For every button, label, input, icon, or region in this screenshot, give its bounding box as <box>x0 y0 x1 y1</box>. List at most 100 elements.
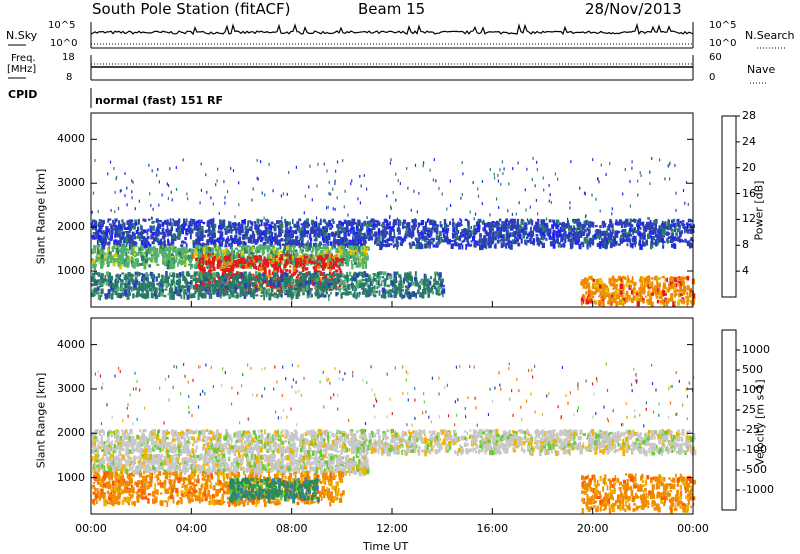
power-echo-band-upper <box>679 220 682 224</box>
power-echo-band-low <box>375 279 379 286</box>
power-echo-band-low-strong <box>294 268 297 272</box>
power-echo-band-mid <box>244 248 246 254</box>
power-echo-band-low-strong <box>208 275 211 282</box>
power-echo-band-upper <box>541 226 546 232</box>
power-echo-band-upper <box>399 219 402 226</box>
power-echo-band-upper <box>125 242 128 248</box>
power-echo-band-upper <box>478 221 481 226</box>
power-echo-band-low-strong <box>265 274 269 280</box>
power-echo-band-upper <box>653 229 657 235</box>
power-echo-band-mid <box>270 250 274 255</box>
power-echo-band-upper <box>233 239 236 245</box>
power-echo-band-upper <box>456 242 460 246</box>
power-echo-band-upper <box>403 225 407 229</box>
power-echo-band-upper <box>529 237 532 242</box>
power-echo-band-upper <box>641 233 644 239</box>
power-echo-band-upper <box>467 224 470 231</box>
power-echo-band-mid <box>159 245 163 249</box>
power-echo-band-upper <box>196 226 199 232</box>
power-echo-band-upper <box>538 242 540 247</box>
power-echo-band-low-strong <box>225 267 229 273</box>
power-echo-band-low <box>151 274 155 279</box>
power-echo-band-low <box>94 283 98 286</box>
power-echo-band-upper <box>147 228 150 232</box>
power-echo-band-low <box>393 294 397 298</box>
power-echo-band-low <box>272 282 276 287</box>
power-echo-band-low <box>176 292 179 296</box>
power-echo-band-upper <box>388 232 392 235</box>
power-echo-band-mid <box>161 250 164 255</box>
power-echo-band-upper <box>379 244 383 251</box>
power-echo-band-low-strong <box>284 253 289 257</box>
power-echo-band-upper <box>137 234 141 238</box>
power-echo-band-upper <box>628 227 632 233</box>
power-echo-band-low <box>115 284 119 289</box>
power-noise-point <box>611 207 613 211</box>
power-echo-band-upper <box>563 228 566 234</box>
power-echo-band-upper <box>165 229 167 233</box>
power-echo-band-low-strong <box>209 261 213 265</box>
power-echo-band-mid <box>134 258 138 262</box>
power-echo-band-upper <box>415 244 419 250</box>
power-echo-band-upper <box>467 241 469 247</box>
power-echo-band-low <box>169 290 172 294</box>
power-echo-band-low <box>298 283 302 287</box>
power-echo-band-upper <box>313 231 317 238</box>
power-echo-band-upper <box>185 243 188 249</box>
power-noise-point <box>508 182 510 186</box>
power-echo-band-upper <box>592 235 594 241</box>
power-echo-band-upper <box>331 218 335 222</box>
power-noise-point <box>171 198 173 202</box>
power-echo-band-mid <box>335 247 338 254</box>
power-echo-band-upper <box>139 224 142 231</box>
power-echo-band-low <box>413 276 418 282</box>
power-echo-band-upper <box>586 243 589 250</box>
power-noise-point <box>511 212 513 216</box>
power-echo-band-mid <box>117 260 121 266</box>
power-echo-band-upper <box>653 242 656 245</box>
power-echo-band-upper <box>433 227 436 233</box>
power-echo-band-upper <box>605 240 608 246</box>
power-echo-band-low <box>182 275 186 282</box>
power-echo-band-upper <box>657 229 660 235</box>
power-echo-band-upper <box>112 219 114 223</box>
power-echo-band-mid <box>347 251 350 257</box>
power-echo-band-upper <box>474 240 477 244</box>
power-noise-point <box>536 168 538 172</box>
power-echo-band-upper <box>97 223 101 227</box>
power-echo-band-upper <box>161 221 165 227</box>
power-echo-band-low <box>195 290 199 292</box>
power-echo-band-mid <box>171 259 174 264</box>
power-echo-band-low <box>391 288 394 293</box>
power-echo-band-upper <box>460 231 463 236</box>
power-echo-band-upper <box>602 242 604 248</box>
power-echo-band-upper <box>682 224 684 229</box>
power-echo-band-upper <box>629 218 633 223</box>
power-echo-band-upper <box>638 222 641 227</box>
power-echo-band-low-strong <box>222 268 226 274</box>
power-echo-band-upper <box>567 222 570 229</box>
power-echo-band-upper <box>210 229 214 234</box>
power-echo-band-upper <box>246 236 250 239</box>
power-echo-band-low-strong <box>201 257 205 260</box>
power-noise-point <box>110 208 112 212</box>
power-echo-band-upper <box>295 237 298 241</box>
power-echo-band-mid <box>297 262 301 268</box>
power-echo-band-upper <box>281 223 284 229</box>
power-echo-band-upper <box>366 233 369 239</box>
power-echo-band-upper <box>494 232 497 237</box>
power-echo-band-low <box>104 293 108 300</box>
power-echo-band-low <box>134 274 138 278</box>
power-echo-band-upper <box>501 226 506 230</box>
power-echo-band-low <box>116 273 119 278</box>
power-echo-band-upper <box>488 236 490 243</box>
power-echo-band-upper <box>496 224 499 230</box>
power-echo-band-upper <box>568 225 572 231</box>
power-echo-band-upper <box>579 244 582 250</box>
power-echo-band-mid <box>292 250 295 253</box>
power-echo-band-mid <box>299 250 302 253</box>
power-echo-band-low-strong <box>336 264 339 268</box>
power-echo-band-upper <box>264 241 267 248</box>
power-echo-band-mid <box>123 247 127 251</box>
power-echo-band-upper <box>466 236 469 243</box>
